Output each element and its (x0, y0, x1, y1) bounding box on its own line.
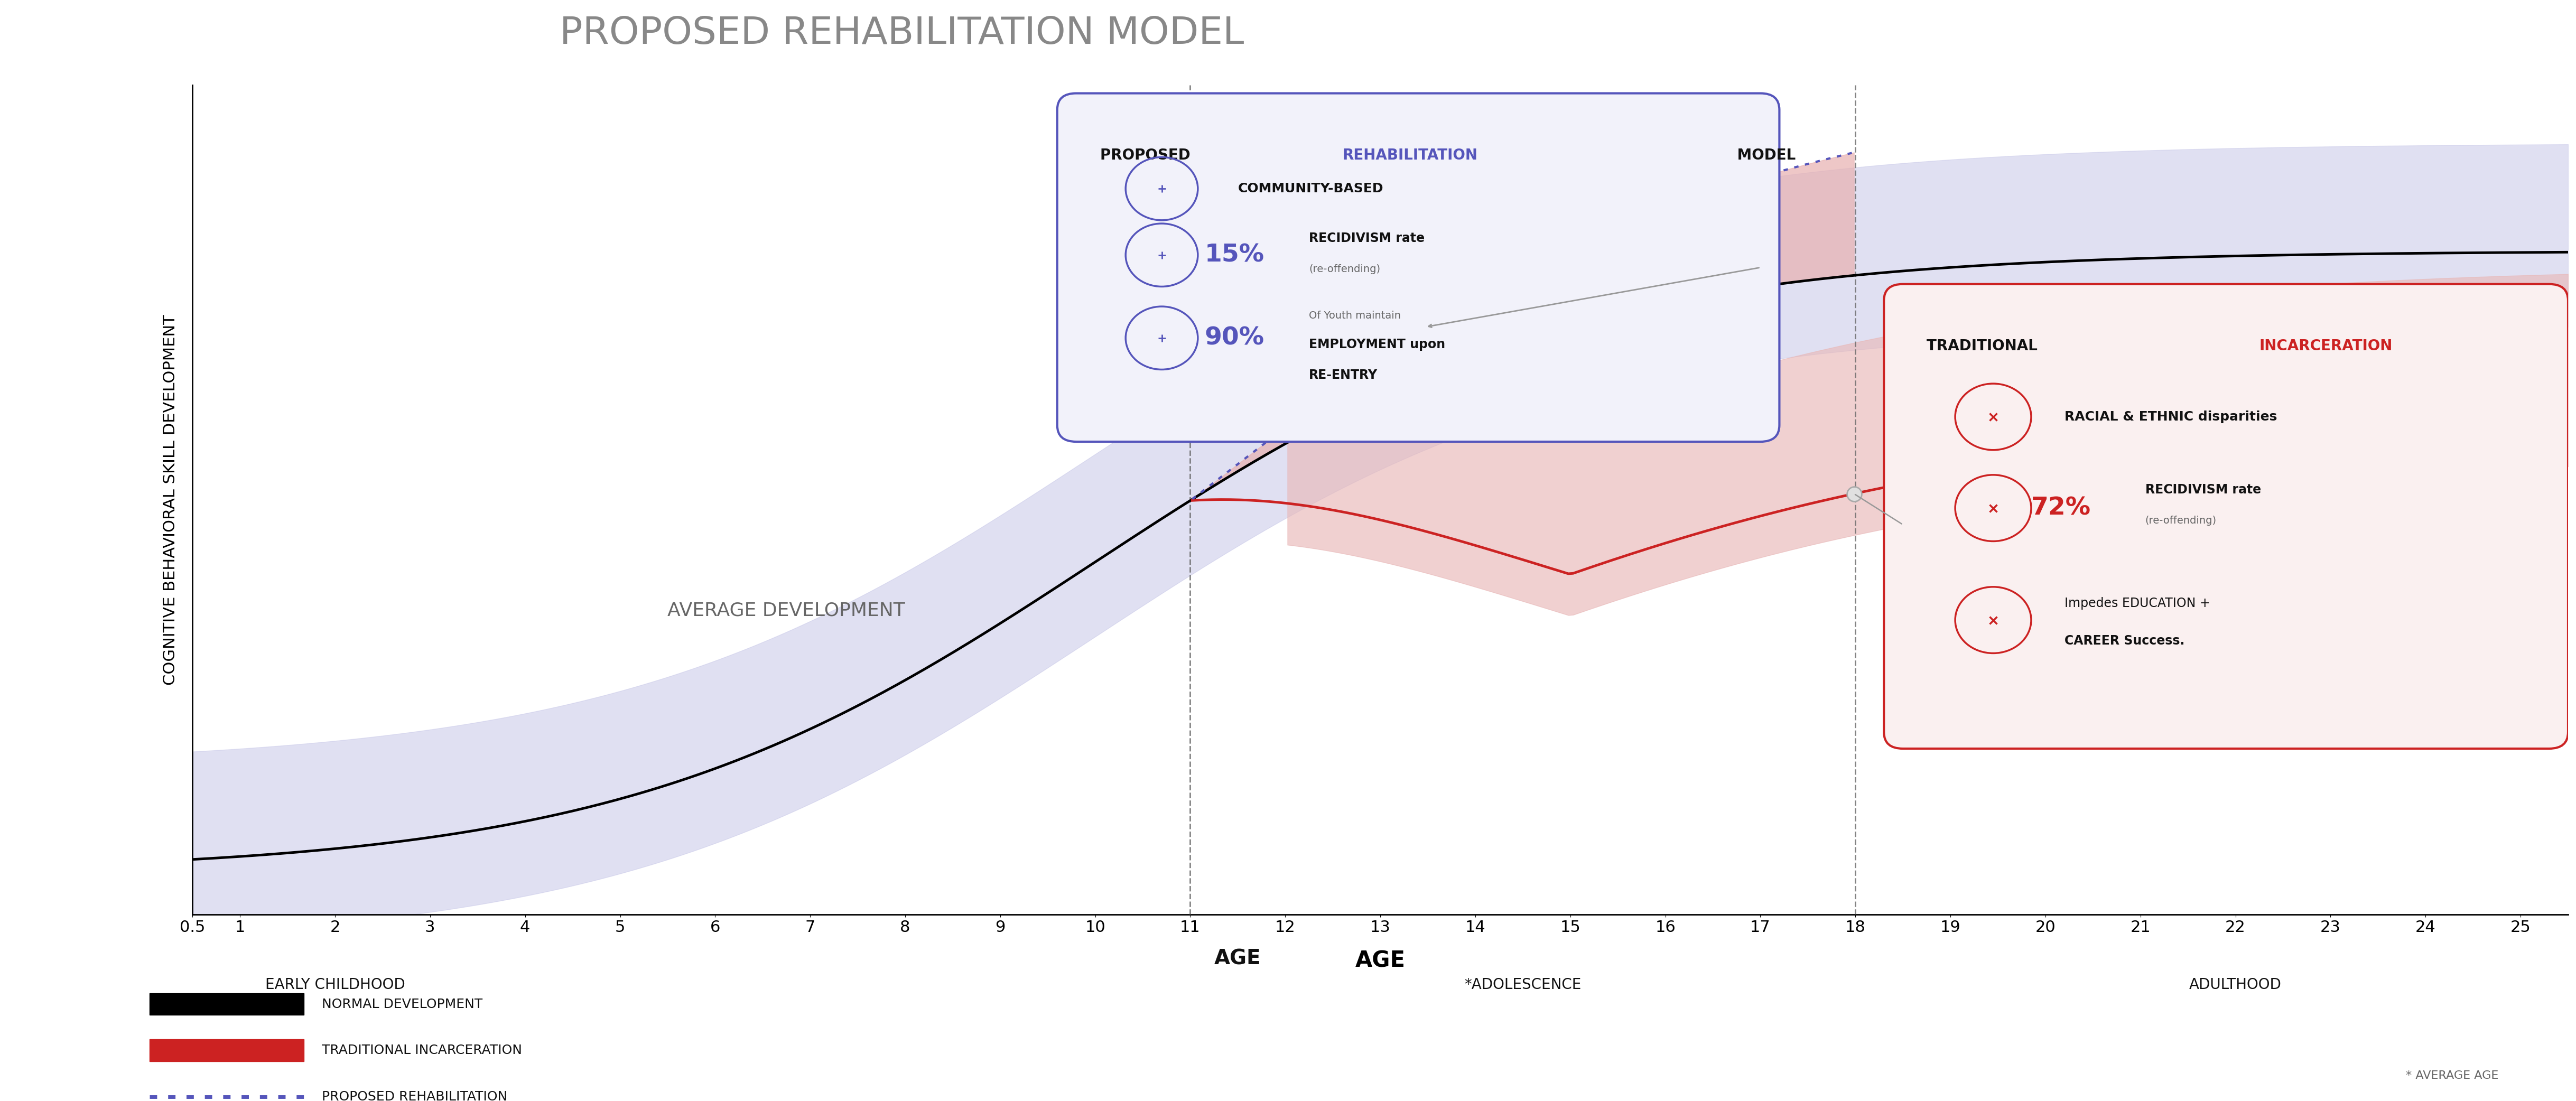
Text: RACIAL & ETHNIC disparities: RACIAL & ETHNIC disparities (2063, 411, 2277, 423)
Text: Impedes EDUCATION +: Impedes EDUCATION + (2063, 597, 2210, 610)
Text: RECIDIVISM rate: RECIDIVISM rate (1309, 232, 1425, 244)
Text: TRADITIONAL: TRADITIONAL (1927, 339, 2043, 353)
Text: (re-offending): (re-offending) (2146, 515, 2215, 525)
Text: PROPOSED: PROPOSED (1100, 149, 1195, 163)
Text: REHABILITATION: REHABILITATION (1342, 149, 1479, 163)
Text: PROPOSED REHABILITATION: PROPOSED REHABILITATION (322, 1090, 507, 1101)
Text: Of Youth maintain: Of Youth maintain (1309, 310, 1401, 320)
Text: COMMUNITY-BASED: COMMUNITY-BASED (1236, 183, 1383, 195)
Text: ADULTHOOD: ADULTHOOD (2190, 978, 2282, 992)
Text: * AVERAGE AGE: * AVERAGE AGE (2406, 1070, 2499, 1081)
X-axis label: AGE: AGE (1355, 950, 1406, 972)
Text: TRADITIONAL INCARCERATION: TRADITIONAL INCARCERATION (322, 1044, 523, 1057)
Text: EARLY CHILDHOOD: EARLY CHILDHOOD (265, 978, 404, 992)
Text: MODEL: MODEL (1731, 149, 1795, 163)
Text: (re-offending): (re-offending) (1309, 264, 1381, 274)
Text: NORMAL DEVELOPMENT: NORMAL DEVELOPMENT (322, 998, 482, 1011)
Text: AVERAGE DEVELOPMENT: AVERAGE DEVELOPMENT (667, 601, 904, 620)
Text: RE-ENTRY: RE-ENTRY (1309, 369, 1378, 382)
FancyBboxPatch shape (1056, 94, 1780, 442)
Text: CAREER Success.: CAREER Success. (2063, 634, 2184, 647)
Text: PROPOSED REHABILITATION MODEL: PROPOSED REHABILITATION MODEL (559, 15, 1244, 52)
Y-axis label: COGNITIVE BEHAVIORAL SKILL DEVELOPMENT: COGNITIVE BEHAVIORAL SKILL DEVELOPMENT (162, 315, 178, 685)
FancyBboxPatch shape (1883, 284, 2568, 749)
Text: *ADOLESCENCE: *ADOLESCENCE (1463, 978, 1582, 992)
Text: 90%: 90% (1206, 326, 1265, 350)
Text: AGE: AGE (1213, 948, 1262, 969)
Text: 15%: 15% (1206, 243, 1265, 266)
Text: RECIDIVISM rate: RECIDIVISM rate (2146, 483, 2262, 497)
Text: 72%: 72% (2032, 497, 2092, 520)
Text: INCARCERATION: INCARCERATION (2259, 339, 2393, 353)
Text: EMPLOYMENT upon: EMPLOYMENT upon (1309, 338, 1445, 351)
